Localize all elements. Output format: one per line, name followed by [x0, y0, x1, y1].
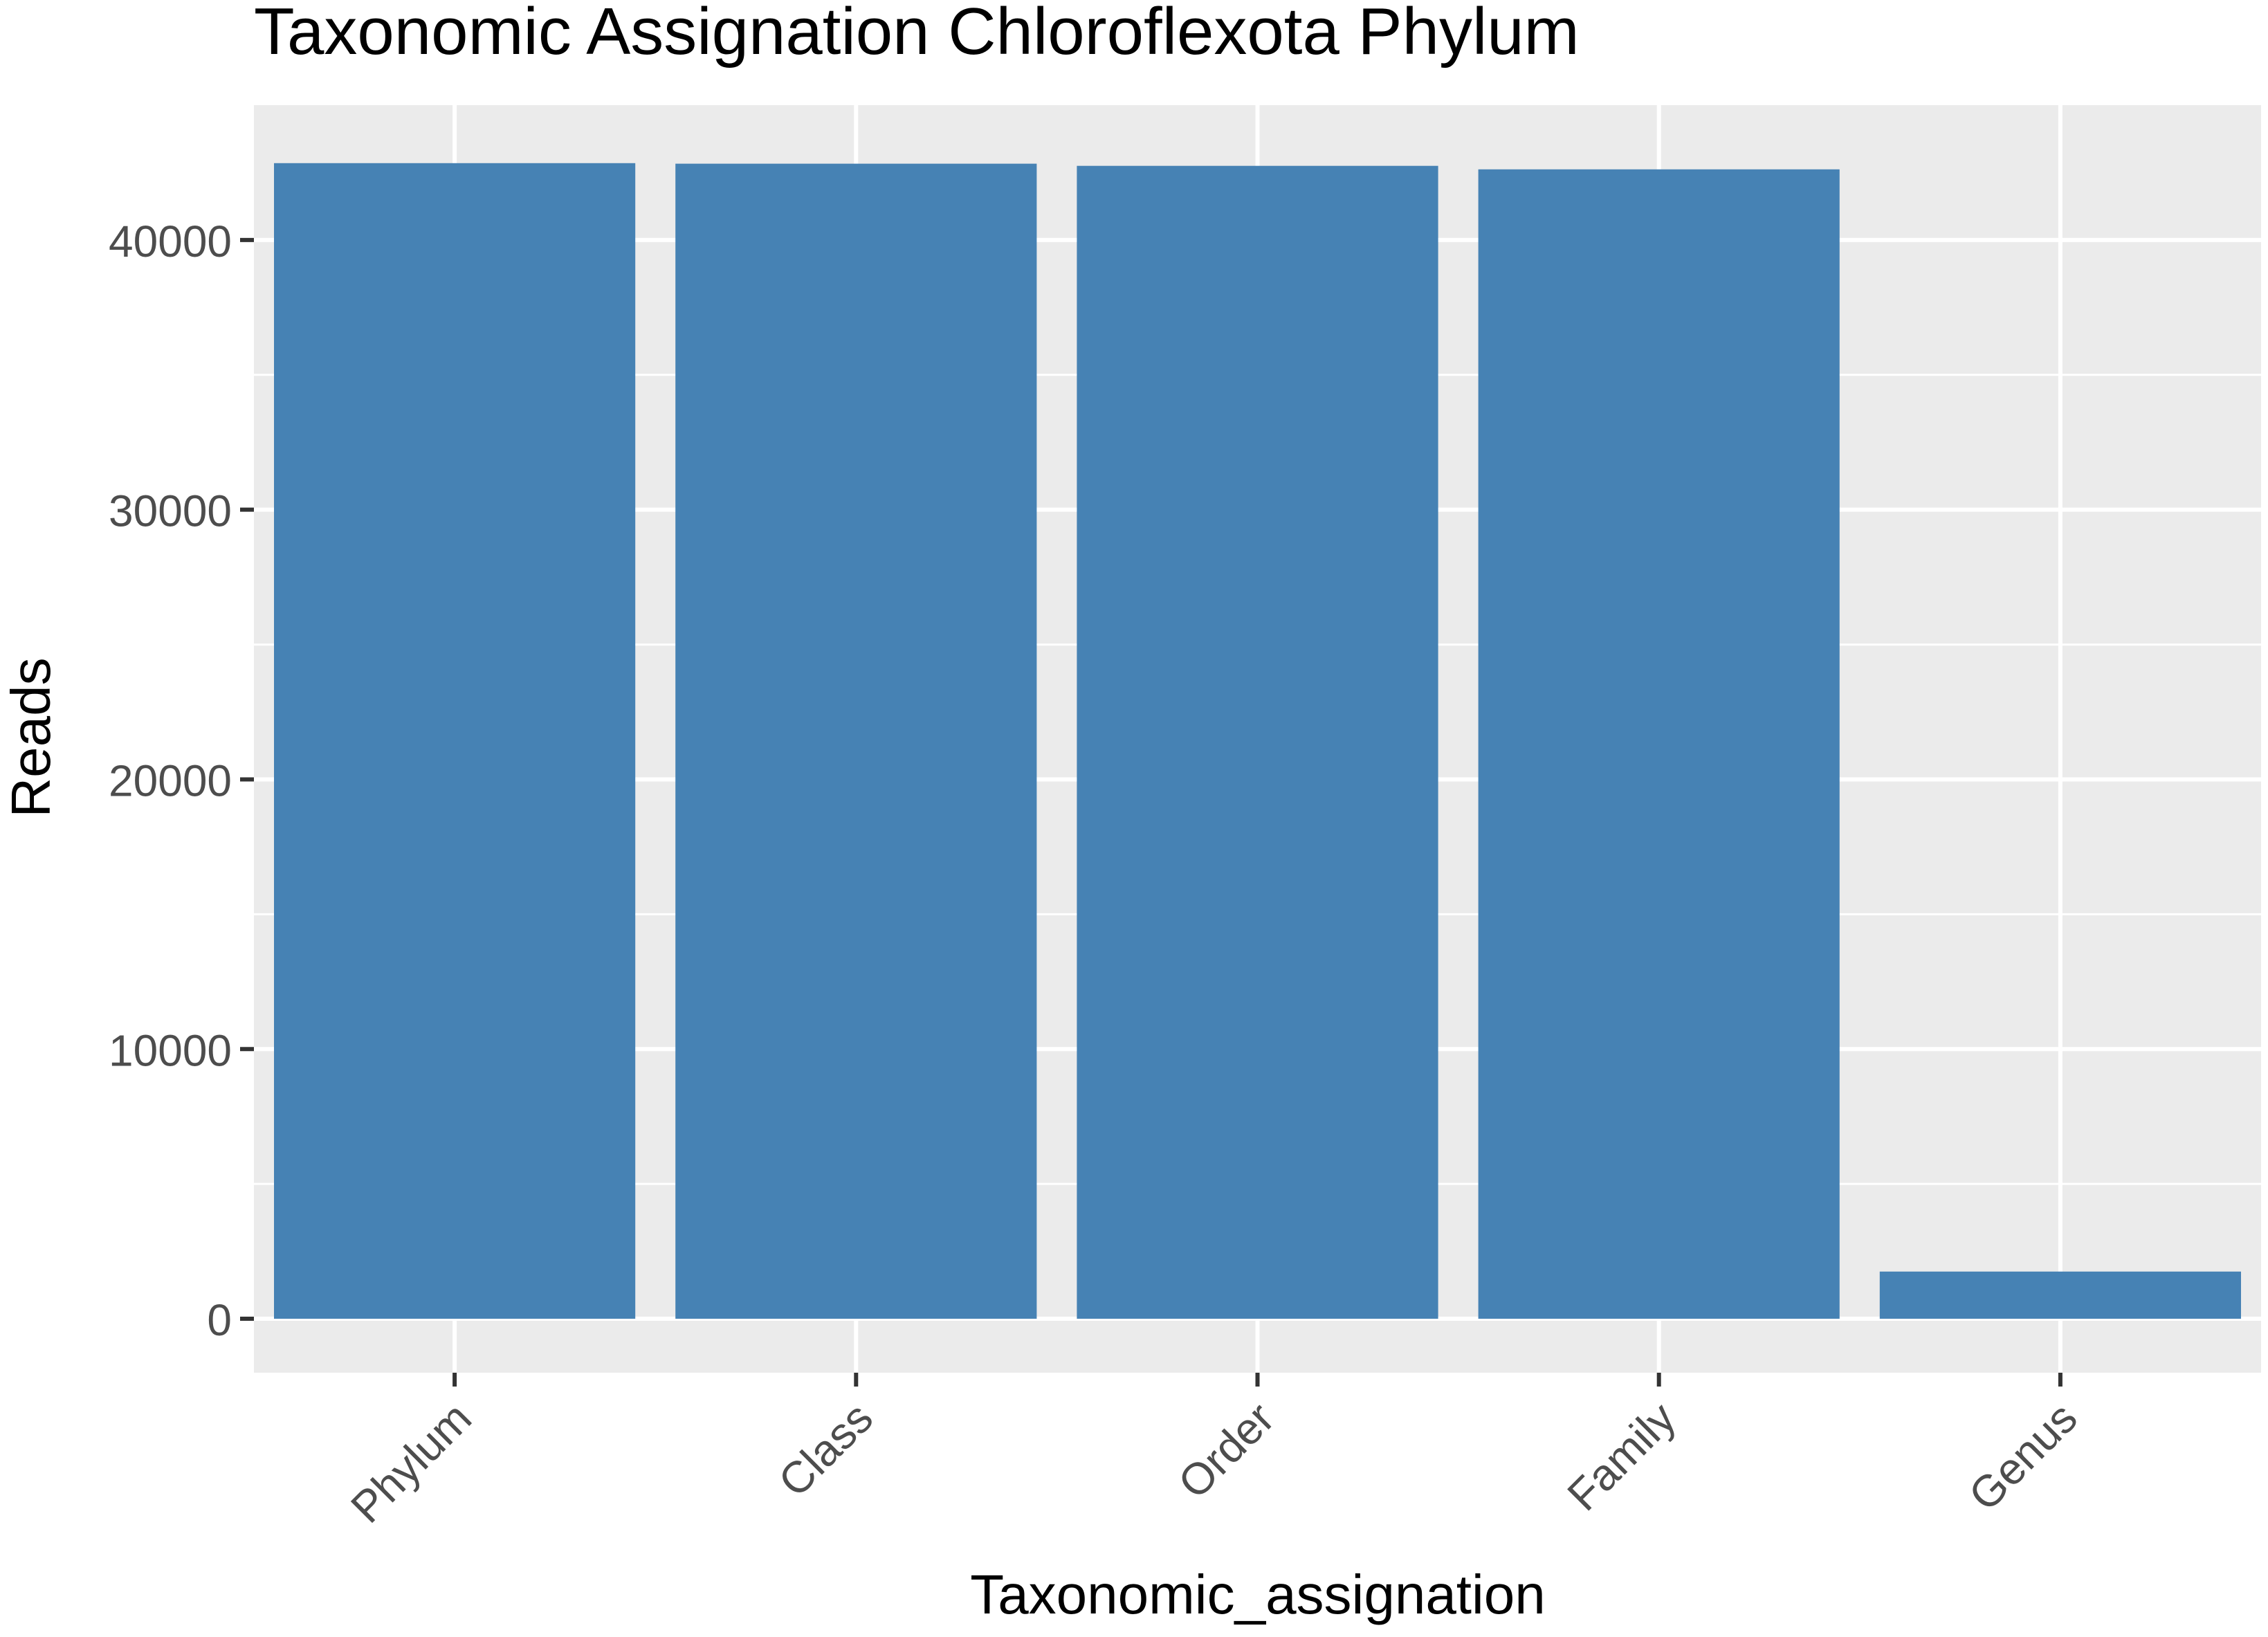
y-axis: 0 10000 20000 30000 40000 [109, 217, 254, 1345]
bar-phylum [274, 163, 636, 1319]
y-tick-label: 30000 [109, 486, 232, 536]
y-tick-label: 40000 [109, 217, 232, 266]
chart-title: Taxonomic Assignation Chloroflexota Phyl… [254, 0, 1580, 68]
bar-genus [1879, 1271, 2241, 1319]
y-tick-label: 20000 [109, 756, 232, 805]
x-axis-title: Taxonomic_assignation [970, 1564, 1546, 1625]
bar-family [1478, 169, 1840, 1319]
y-axis-title: Reads [0, 657, 62, 817]
bars [274, 163, 2241, 1319]
bar-class [675, 163, 1037, 1319]
bar-order [1077, 165, 1438, 1319]
y-tick-label: 10000 [109, 1025, 232, 1075]
y-tick-label: 0 [207, 1295, 232, 1345]
